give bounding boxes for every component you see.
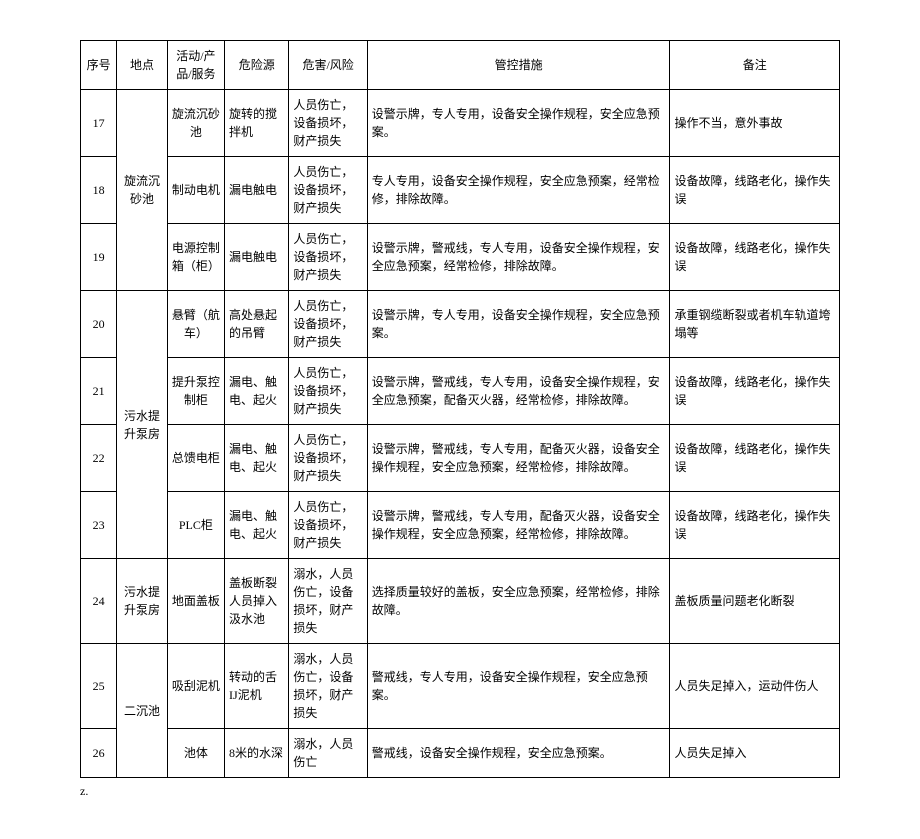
table-row: 25二沉池吸刮泥机转动的舌IJ泥机溺水，人员伤亡，设备损坏，财产损失警戒线，专人…	[81, 644, 840, 729]
cell-risk: 人员伤亡，设备损坏，财产损失	[289, 291, 367, 358]
table-row: 17旋流沉砂池旋流沉砂池旋转的搅拌机人员伤亡，设备损坏，财产损失设警示牌，专人专…	[81, 90, 840, 157]
cell-activity: 提升泵控制柜	[167, 358, 224, 425]
cell-hazard: 漏电触电	[225, 224, 289, 291]
cell-hazard: 漏电、触电、起火	[225, 425, 289, 492]
col-loc: 地点	[117, 41, 167, 90]
footer-text: z.	[80, 784, 840, 799]
table-row: 26 池体8米的水深溺水，人员伤亡警戒线，设备安全操作规程，安全应急预案。人员失足…	[81, 729, 840, 778]
cell-risk: 溺水，人员伤亡，设备损坏，财产损失	[289, 559, 367, 644]
cell-activity: PLC柜	[167, 492, 224, 559]
col-note: 备注	[670, 41, 840, 90]
cell-note: 人员失足掉入，运动件伤人	[670, 644, 840, 729]
table-row: 22 总馈电柜漏电、触电、起火人员伤亡，设备损坏，财产损失设警示牌，警戒线，专人专…	[81, 425, 840, 492]
hazard-table: 序号 地点 活动/产品/服务 危险源 危害/风险 管控措施 备注 17旋流沉砂池…	[80, 40, 840, 778]
cell-seq: 19	[81, 224, 117, 291]
cell-risk: 人员伤亡，设备损坏，财产损失	[289, 224, 367, 291]
cell-risk: 人员伤亡，设备损坏，财产损失	[289, 492, 367, 559]
cell-note: 设备故障，线路老化，操作失误	[670, 157, 840, 224]
cell-seq: 24	[81, 559, 117, 644]
cell-hazard: 盖板断裂人员掉入汲水池	[225, 559, 289, 644]
cell-hazard: 漏电触电	[225, 157, 289, 224]
cell-note: 盖板质量问题老化断裂	[670, 559, 840, 644]
cell-control: 设警示牌，警戒线，专人专用，配备灭火器，设备安全操作规程，安全应急预案，经常检修…	[367, 492, 670, 559]
cell-risk: 人员伤亡，设备损坏，财产损失	[289, 425, 367, 492]
table-row: 23 PLC柜漏电、触电、起火人员伤亡，设备损坏，财产损失设警示牌，警戒线，专人专…	[81, 492, 840, 559]
col-risk: 危害/风险	[289, 41, 367, 90]
cell-seq: 20	[81, 291, 117, 358]
cell-hazard: 旋转的搅拌机	[225, 90, 289, 157]
col-haz: 危险源	[225, 41, 289, 90]
table-row: 24污水提升泵房地面盖板盖板断裂人员掉入汲水池溺水，人员伤亡，设备损坏，财产损失…	[81, 559, 840, 644]
cell-seq: 22	[81, 425, 117, 492]
cell-control: 警戒线，专人专用，设备安全操作规程，安全应急预案。	[367, 644, 670, 729]
table-row: 20污水提升泵房悬臂（航车）高处悬起的吊臂人员伤亡，设备损坏，财产损失设警示牌，…	[81, 291, 840, 358]
col-act: 活动/产品/服务	[167, 41, 224, 90]
cell-control: 设警示牌，警戒线，专人专用，设备安全操作规程，安全应急预案，经常检修，排除故障。	[367, 224, 670, 291]
cell-risk: 溺水，人员伤亡	[289, 729, 367, 778]
cell-note: 设备故障，线路老化，操作失误	[670, 358, 840, 425]
cell-note: 设备故障，线路老化，操作失误	[670, 425, 840, 492]
cell-note: 设备故障，线路老化，操作失误	[670, 224, 840, 291]
cell-hazard: 漏电、触电、起火	[225, 492, 289, 559]
cell-note: 设备故障，线路老化，操作失误	[670, 492, 840, 559]
cell-control: 警戒线，设备安全操作规程，安全应急预案。	[367, 729, 670, 778]
cell-activity: 池体	[167, 729, 224, 778]
cell-activity: 悬臂（航车）	[167, 291, 224, 358]
cell-risk: 人员伤亡，设备损坏，财产损失	[289, 90, 367, 157]
cell-risk: 人员伤亡，设备损坏，财产损失	[289, 157, 367, 224]
table-row: 18 制动电机漏电触电人员伤亡，设备损坏，财产损失专人专用，设备安全操作规程，安全…	[81, 157, 840, 224]
cell-activity: 吸刮泥机	[167, 644, 224, 729]
cell-seq: 18	[81, 157, 117, 224]
cell-control: 选择质量较好的盖板，安全应急预案，经常检修，排除故障。	[367, 559, 670, 644]
cell-control: 设警示牌，专人专用，设备安全操作规程，安全应急预案。	[367, 291, 670, 358]
cell-seq: 17	[81, 90, 117, 157]
cell-risk: 人员伤亡，设备损坏，财产损失	[289, 358, 367, 425]
cell-seq: 23	[81, 492, 117, 559]
cell-seq: 25	[81, 644, 117, 729]
cell-seq: 26	[81, 729, 117, 778]
cell-hazard: 8米的水深	[225, 729, 289, 778]
table-row: 19 电源控制箱（柜）漏电触电人员伤亡，设备损坏，财产损失设警示牌，警戒线，专人专…	[81, 224, 840, 291]
cell-note: 人员失足掉入	[670, 729, 840, 778]
header-row: 序号 地点 活动/产品/服务 危险源 危害/风险 管控措施 备注	[81, 41, 840, 90]
cell-activity: 旋流沉砂池	[167, 90, 224, 157]
cell-activity: 电源控制箱（柜）	[167, 224, 224, 291]
cell-activity: 制动电机	[167, 157, 224, 224]
cell-risk: 溺水，人员伤亡，设备损坏，财产损失	[289, 644, 367, 729]
cell-control: 设警示牌，专人专用，设备安全操作规程，安全应急预案。	[367, 90, 670, 157]
table-body: 17旋流沉砂池旋流沉砂池旋转的搅拌机人员伤亡，设备损坏，财产损失设警示牌，专人专…	[81, 90, 840, 778]
cell-activity: 地面盖板	[167, 559, 224, 644]
cell-seq: 21	[81, 358, 117, 425]
table-row: 21 提升泵控制柜漏电、触电、起火人员伤亡，设备损坏，财产损失设警示牌，警戒线，专…	[81, 358, 840, 425]
col-seq: 序号	[81, 41, 117, 90]
cell-hazard: 转动的舌IJ泥机	[225, 644, 289, 729]
cell-control: 设警示牌，警戒线，专人专用，配备灭火器，设备安全操作规程，安全应急预案，经常检修…	[367, 425, 670, 492]
cell-hazard: 高处悬起的吊臂	[225, 291, 289, 358]
cell-control: 设警示牌，警戒线，专人专用，设备安全操作规程，安全应急预案，配备灭火器，经常检修…	[367, 358, 670, 425]
cell-location: 二沉池	[117, 644, 167, 778]
cell-note: 操作不当，意外事故	[670, 90, 840, 157]
cell-activity: 总馈电柜	[167, 425, 224, 492]
cell-location: 旋流沉砂池	[117, 90, 167, 291]
col-ctrl: 管控措施	[367, 41, 670, 90]
cell-hazard: 漏电、触电、起火	[225, 358, 289, 425]
cell-location: 污水提升泵房	[117, 559, 167, 644]
cell-location: 污水提升泵房	[117, 291, 167, 559]
cell-control: 专人专用，设备安全操作规程，安全应急预案，经常检修，排除故障。	[367, 157, 670, 224]
cell-note: 承重钢缆断裂或者机车轨道垮塌等	[670, 291, 840, 358]
